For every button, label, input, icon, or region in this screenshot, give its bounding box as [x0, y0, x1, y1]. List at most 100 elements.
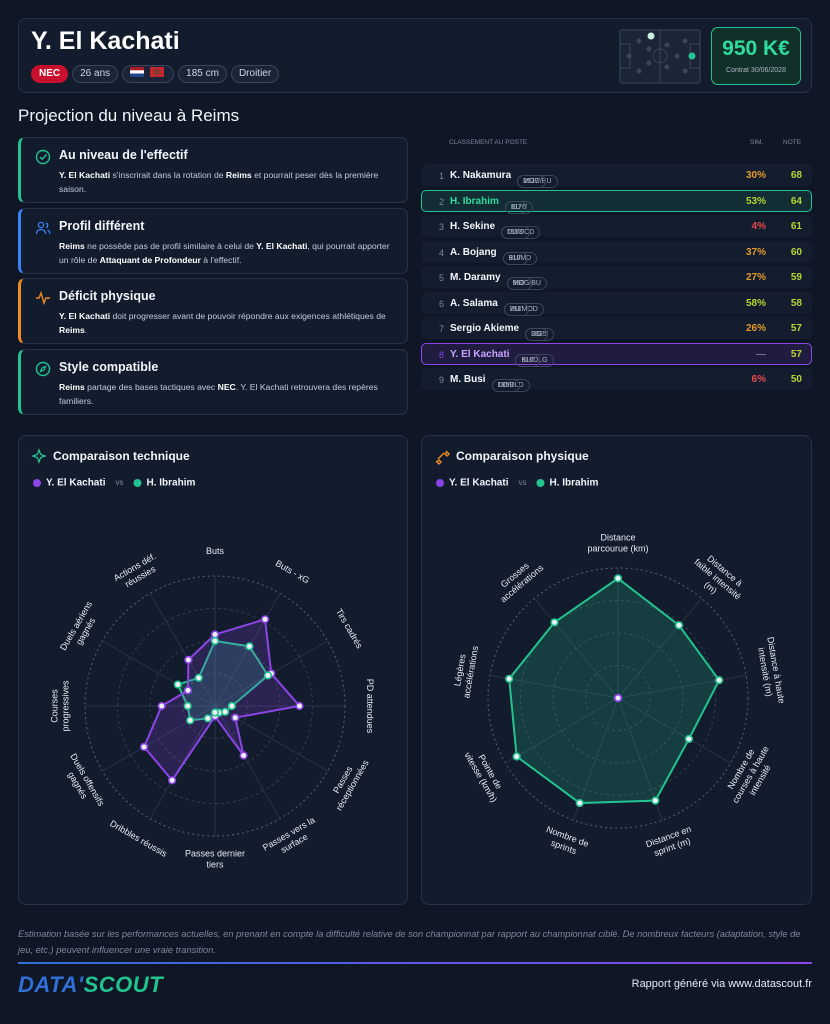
similarity: 37% [745, 246, 766, 258]
pitch-icon [619, 29, 701, 84]
text-run: , qui pourrait apporter un rôle de [59, 240, 390, 265]
radar-point [184, 655, 193, 664]
player-name: M. Daramy [450, 272, 501, 283]
legend-sep: vs [115, 478, 123, 487]
logo-b: SCOUT [83, 972, 164, 997]
rank: 1 [438, 171, 444, 181]
note: 50 [790, 374, 802, 385]
text-run: à l'effectif. [200, 254, 242, 265]
insight-text: Reims partage des bases tactiques avec N… [59, 380, 395, 408]
logo-a: DATA' [18, 972, 84, 997]
player-name: A. Salama [450, 297, 498, 309]
axis-label: Passes vers lasurface [261, 815, 322, 862]
legend-swatch [33, 479, 41, 487]
radar-point [173, 680, 182, 689]
minutes-chip: 751' [503, 302, 529, 316]
text-run: Y. El Kachati [59, 170, 111, 180]
grid-ring [487, 567, 749, 829]
radar-point [194, 673, 203, 682]
radar-area [508, 577, 721, 805]
radar-point [684, 734, 694, 744]
header-card: Y. El Kachati NEC 26 ans 185 cm Droitier 95… [18, 18, 812, 93]
chips: NEC 26 ans 185 cm Droitier [31, 65, 283, 83]
player-name: A. Bojang [450, 246, 497, 258]
radar-point [575, 798, 584, 808]
value-box: 950 K€ Contrat 30/06/2028 [711, 27, 801, 85]
radar-point [260, 615, 270, 624]
section-title: Projection du niveau à Reims [18, 106, 240, 125]
radar-point [613, 574, 623, 583]
player-name: Y. El Kachati [31, 27, 180, 55]
radar-point [157, 701, 166, 711]
spoke [505, 697, 619, 764]
legend-label: H. Ibrahim [146, 478, 195, 489]
age-chip: 26 ans [72, 65, 119, 83]
radar-point [295, 701, 304, 711]
axis-label: Passes dernier tiers [185, 849, 245, 870]
text-run: s'inscrirait dans la rotation de [110, 170, 226, 180]
radar-point [183, 701, 192, 711]
player-name: Y. El Kachati [450, 348, 510, 360]
axis-label: Distance ensprint (m) [645, 824, 697, 860]
market-value: 950 K€ [722, 37, 790, 60]
axis-label: Pointe devitesse (km/h) [462, 745, 508, 804]
text-run: Attaquant de Profondeur [99, 254, 201, 265]
axis-label: Coursesprogressives [50, 680, 71, 732]
axis-label: Distance à hauteintensité (m) [754, 636, 786, 706]
note: 58 [790, 297, 802, 309]
ranking-row: 4 A. Bojang BU/MD 910' 37% 60 [421, 240, 812, 265]
player: M. Daramy MOG/BU 950' [450, 272, 547, 290]
logo: DATA'SCOUT [18, 972, 163, 998]
insight-title: Déficit physique [59, 289, 156, 303]
text-run: ne possède pas de profil similaire à cel… [84, 240, 257, 251]
foot-chip: Droitier [230, 65, 280, 83]
similarity: 27% [745, 272, 766, 283]
insight-icon [36, 290, 50, 306]
axis-label: Nombre decourses à hauteintensité [721, 739, 781, 810]
text-run: et pourrait peser dès la première saison… [59, 170, 379, 194]
radar-point [231, 713, 240, 722]
note: 64 [790, 195, 802, 207]
similarity: 26% [745, 323, 766, 334]
insight-icon [35, 149, 51, 165]
axis-label: Tirs cadrés [334, 607, 365, 651]
note: 61 [790, 221, 802, 232]
rank: 7 [438, 324, 444, 334]
radar-point [245, 642, 254, 651]
insight-text: Y. El Kachati doit progresser avant de p… [59, 309, 395, 337]
axis-label: Distance àfaible intensité(m) [685, 549, 750, 611]
title-icon [435, 450, 450, 465]
minutes-chip: 1176' [504, 200, 534, 214]
rank: 2 [438, 196, 444, 207]
text-run: NEC [217, 381, 236, 392]
text-run: Reims [59, 381, 85, 392]
radar-point [210, 708, 220, 717]
ranking-row: 6 A. Salama BU/MOD 751' 58% 58 [421, 291, 812, 316]
player-name: M. Busi [450, 374, 486, 385]
player: Y. El Kachati BU/DLG 616' [450, 348, 554, 367]
player: K. Nakamura MOG/BU 2527' [450, 170, 558, 188]
insight-text: Reims ne possède pas de profil similaire… [59, 239, 395, 267]
insight-title: Au niveau de l'effectif [59, 148, 188, 162]
similarity: 58% [745, 297, 766, 309]
radar-point [651, 796, 660, 805]
title-icon [31, 448, 47, 464]
minutes-chip: 1859' [491, 379, 521, 392]
insight-card: Profil différent Reims ne possède pas de … [18, 207, 408, 274]
player-name: K. Nakamura [450, 170, 512, 181]
axis-label: Distance parcourue (km) [587, 533, 648, 554]
axis-label: Nombre desprints [541, 825, 590, 860]
rank: 5 [438, 273, 444, 283]
minutes-chip: 3335' [525, 328, 555, 341]
rank: 9 [438, 375, 444, 385]
radar-chart: Comparaison physique Y. El Kachati vs H. Ib… [435, 449, 786, 860]
credit: Rapport généré via www.datascout.fr [631, 978, 812, 990]
flags [130, 67, 165, 77]
disclaimer: Estimation basée sur les performances ac… [18, 929, 801, 955]
ranking-row: 8 Y. El Kachati BU/DLG 616' — 57 [421, 342, 812, 367]
spoke [149, 593, 216, 707]
radar-point [613, 693, 623, 703]
radar-point [512, 752, 521, 761]
table-header: SIM. [750, 139, 764, 146]
